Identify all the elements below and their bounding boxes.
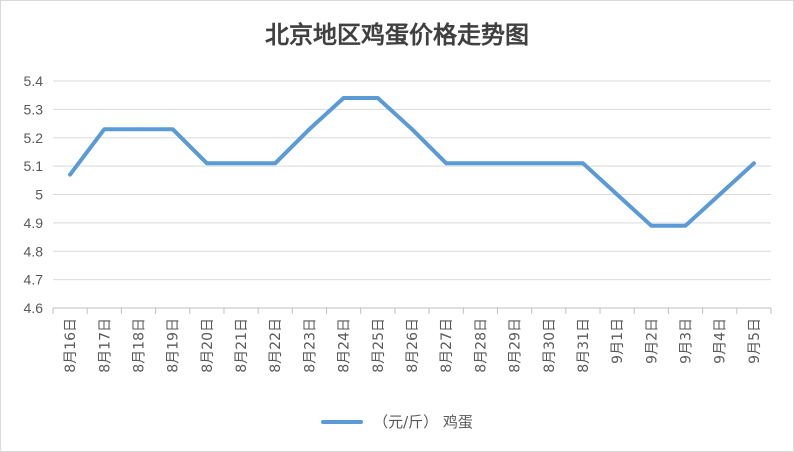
x-tick-label: 8月18日 (131, 318, 147, 373)
x-tick-label: 9月4日 (713, 318, 729, 364)
x-tick-label: 8月28日 (473, 318, 489, 373)
y-tick-label: 5 (35, 187, 43, 203)
x-tick-label: 8月16日 (63, 318, 79, 373)
x-tick-label: 9月2日 (644, 318, 660, 364)
x-tick-label: 8月22日 (268, 318, 284, 373)
x-tick-label: 8月26日 (405, 318, 421, 373)
x-tick-label: 8月30日 (542, 318, 558, 373)
x-tick-label: 9月3日 (679, 318, 695, 364)
x-tick-label: 8月19日 (166, 318, 182, 373)
gridlines (53, 80, 771, 309)
x-tick-label: 8月29日 (508, 318, 524, 373)
data-point (341, 96, 346, 100)
data-point (205, 161, 209, 166)
y-tick-label: 5.1 (24, 158, 44, 174)
data-point (307, 127, 312, 132)
x-tick-label: 8月21日 (234, 318, 250, 373)
data-point (273, 161, 278, 166)
legend-label: （元/斤） 鸡蛋 (373, 413, 473, 431)
data-point (410, 127, 414, 132)
y-tick-label: 4.8 (24, 243, 44, 259)
x-tick-label: 8月23日 (302, 318, 318, 373)
y-tick-label: 5.2 (24, 130, 44, 146)
series-layer (68, 96, 756, 228)
y-tick-label: 4.6 (24, 300, 44, 316)
data-point (512, 161, 517, 166)
data-point (102, 127, 107, 132)
x-tick-label: 9月1日 (610, 318, 626, 364)
y-tick-label: 4.7 (24, 272, 44, 288)
y-tick-label: 5.4 (24, 73, 44, 89)
x-axis: 8月16日 8月17日 8月18日 8月19日 8月20日 8月21日 8月22日 8月23日… (52, 308, 772, 373)
legend-swatch (321, 419, 364, 424)
x-tick-label: 8月24日 (337, 318, 353, 373)
series-line (68, 96, 756, 228)
data-point (649, 223, 654, 228)
data-point (136, 127, 141, 132)
chart-title: 北京地区鸡蛋价格走势图 (265, 20, 529, 49)
x-tick-label: 9月5日 (747, 318, 763, 364)
data-point (170, 127, 175, 132)
data-point (546, 161, 551, 166)
data-point (615, 192, 619, 197)
legend: （元/斤） 鸡蛋 (1, 411, 793, 432)
x-tick-label: 8月20日 (200, 318, 216, 373)
data-point (376, 96, 380, 100)
data-point (444, 161, 448, 166)
x-tick-label: 8月31日 (576, 318, 592, 373)
y-tick-label: 4.9 (24, 215, 44, 231)
data-point (478, 161, 483, 166)
data-point (683, 223, 688, 228)
x-tick-label: 8月17日 (97, 318, 113, 373)
data-point (239, 161, 243, 166)
data-point (581, 161, 585, 166)
y-axis: 4.6 4.7 4.8 4.9 5 5.1 5.2 5.3 5.4 (24, 73, 44, 316)
data-point (752, 161, 756, 166)
x-tick-label: 8月27日 (439, 318, 455, 373)
data-point (717, 192, 722, 197)
x-tick-label: 8月25日 (371, 318, 387, 373)
y-tick-label: 5.3 (24, 101, 44, 117)
data-point (68, 172, 72, 177)
